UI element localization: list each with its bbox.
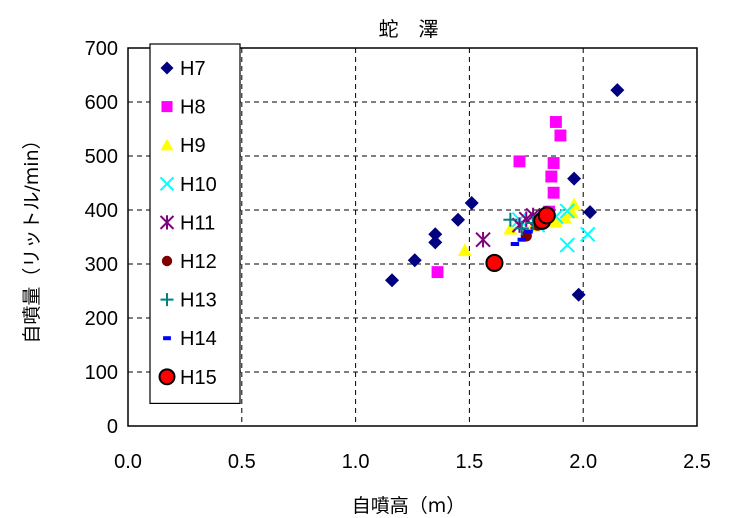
x-tick-label: 0.5	[228, 451, 256, 473]
point-h8	[549, 116, 562, 128]
x-axis-title: 自噴高（m）	[352, 495, 466, 517]
legend-marker-h8	[161, 101, 173, 113]
point-h8	[431, 266, 444, 279]
legend-item-h9: H9	[160, 135, 206, 157]
point-h15	[537, 206, 556, 225]
point-h7	[610, 83, 625, 98]
series-h14	[510, 229, 533, 247]
legend-label-h9: H9	[180, 135, 206, 157]
point-h11	[475, 231, 491, 248]
legend-label-h12: H12	[180, 251, 217, 273]
y-tick-labels: 0 100 200 300 400 500 600 700	[85, 38, 118, 438]
legend-marker-h11	[159, 215, 175, 230]
legend-marker-h14	[163, 336, 171, 341]
y-tick-label: 600	[85, 92, 118, 114]
y-tick-label: 400	[85, 200, 118, 222]
legend: H7 H8 H9 H10 H11 H12 H13 H14 H15	[149, 43, 241, 404]
point-h7	[567, 171, 582, 186]
legend-label-h15: H15	[180, 367, 217, 389]
y-axis-title: 自噴量（リットル/min）	[21, 130, 43, 343]
point-h14	[510, 242, 520, 247]
x-tick-label: 1.5	[455, 451, 483, 473]
legend-label-h10: H10	[180, 174, 217, 196]
series-h8	[431, 116, 567, 279]
legend-marker-h10	[159, 176, 175, 192]
legend-item-h10: H10	[159, 174, 217, 196]
point-h8	[513, 155, 526, 168]
x-tick-label: 2.5	[683, 451, 711, 473]
legend-item-h14: H14	[163, 328, 217, 350]
point-h9	[564, 205, 579, 219]
point-h9	[557, 211, 572, 224]
legend-label-h8: H8	[180, 97, 206, 119]
legend-marker-h7	[160, 61, 174, 75]
point-h8	[545, 170, 558, 183]
point-h8	[554, 129, 567, 142]
legend-label-h14: H14	[180, 328, 217, 350]
point-h13	[514, 221, 529, 236]
point-h7	[571, 287, 586, 302]
point-h7	[428, 227, 443, 242]
point-h7	[428, 235, 443, 250]
point-h13	[503, 212, 518, 227]
y-tick-label: 200	[85, 308, 118, 330]
point-h8	[547, 157, 560, 169]
legend-label-h7: H7	[180, 58, 206, 80]
point-h10	[559, 237, 575, 253]
point-h10	[580, 226, 596, 243]
x-tick-label: 0.0	[114, 451, 142, 473]
legend-item-h15: H15	[158, 367, 217, 389]
legend-item-h11: H11	[159, 212, 215, 234]
chart-title: 蛇 澤	[379, 17, 439, 41]
y-tick-label: 0	[107, 416, 118, 438]
point-h7	[407, 253, 422, 268]
data-points	[385, 83, 625, 302]
point-h15	[485, 253, 504, 272]
legend-label-h11: H11	[180, 212, 215, 234]
x-tick-label: 1.0	[342, 451, 370, 473]
series-h15	[485, 206, 556, 272]
x-tick-label: 2.0	[569, 451, 597, 473]
plot-area-frame	[127, 47, 698, 427]
point-h10	[559, 203, 575, 219]
legend-marker-h9	[160, 138, 174, 151]
point-h7	[464, 195, 479, 210]
legend-label-h13: H13	[180, 290, 217, 312]
series-h13	[503, 212, 541, 236]
y-tick-label: 700	[85, 38, 118, 60]
point-h8	[547, 186, 560, 199]
legend-marker-h15	[158, 368, 176, 386]
point-h9	[457, 243, 472, 257]
legend-item-h12: H12	[161, 251, 217, 273]
point-h14	[517, 237, 526, 242]
y-tick-label: 300	[85, 254, 118, 276]
point-h9	[548, 214, 563, 228]
legend-item-h7: H7	[160, 58, 206, 80]
x-tick-labels: 0.0 0.5 1.0 1.5 2.0 2.5	[114, 451, 711, 473]
point-h7	[451, 212, 466, 227]
legend-marker-h12	[161, 255, 173, 267]
legend-items: H7 H8 H9 H10 H11 H12 H13 H14 H15	[158, 58, 217, 389]
legend-marker-h13	[160, 293, 174, 307]
point-h7	[385, 273, 400, 288]
point-h14	[524, 229, 533, 234]
point-h7	[583, 205, 598, 220]
legend-item-h8: H8	[161, 97, 206, 119]
y-tick-label: 100	[85, 362, 118, 384]
legend-item-h13: H13	[160, 290, 217, 312]
series-h7	[385, 83, 625, 302]
y-tick-label: 500	[85, 146, 118, 168]
